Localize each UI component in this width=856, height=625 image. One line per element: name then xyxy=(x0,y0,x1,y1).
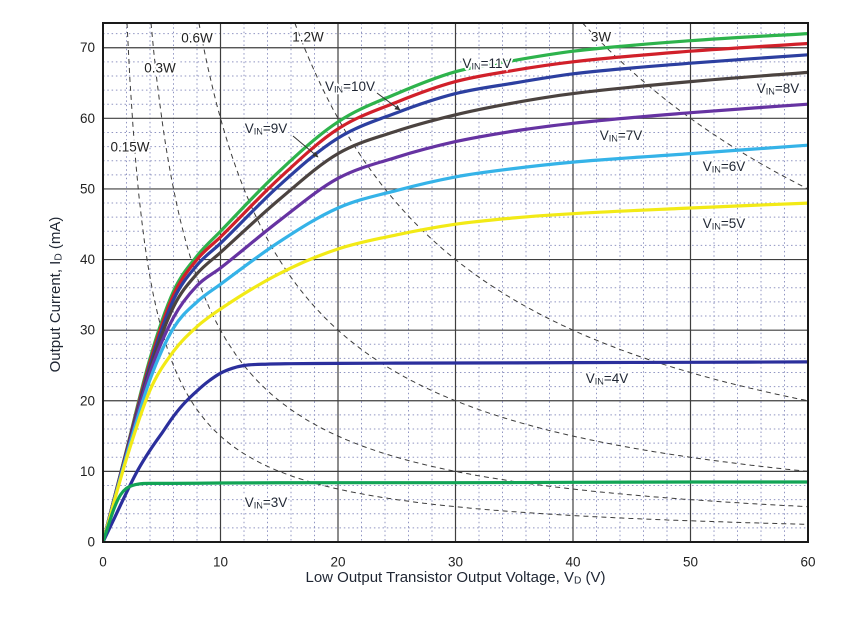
label-vin-4v: VIN=4V xyxy=(586,371,629,387)
label-vin-11v: VIN=11V xyxy=(462,56,511,72)
label-vin-5v: VIN=5V xyxy=(703,216,746,232)
label-power-0.15w: 0.15W xyxy=(110,140,149,155)
y-tick-label-10: 10 xyxy=(80,464,95,479)
label-vin-3v: VIN=3V xyxy=(245,495,288,511)
power-curve-0.3w xyxy=(150,23,808,508)
y-tick-label-50: 50 xyxy=(80,181,95,196)
label-vin-6v: VIN=6V xyxy=(703,159,746,175)
y-tick-label-60: 60 xyxy=(80,111,95,126)
label-power-0.6w: 0.6W xyxy=(181,31,213,46)
y-tick-label-30: 30 xyxy=(80,323,95,338)
label-power-0.3w: 0.3W xyxy=(144,61,176,76)
label-power-3w: 3W xyxy=(591,30,612,45)
y-tick-label-20: 20 xyxy=(80,393,95,408)
label-vin-7v: VIN=7V xyxy=(600,128,643,144)
label-vin-10v: VIN=10V xyxy=(325,79,375,95)
grid-layer xyxy=(103,23,808,542)
x-tick-label-60: 60 xyxy=(800,555,815,570)
label-arrow-vin-10v xyxy=(376,92,401,111)
x-axis-title: Low Output Transistor Output Voltage, VD… xyxy=(305,569,605,587)
power-curve-0.15w xyxy=(126,23,808,525)
curve-vin-7v xyxy=(103,102,808,542)
x-tick-label-40: 40 xyxy=(565,555,580,570)
axis-titles: Low Output Transistor Output Voltage, VD… xyxy=(47,217,606,586)
y-tick-label-0: 0 xyxy=(87,535,95,550)
power-curves-layer xyxy=(126,23,808,525)
label-vin-8v: VIN=8V xyxy=(757,81,800,97)
y-tick-label-40: 40 xyxy=(80,252,95,267)
annotations-layer: VIN=11V VIN=10V VIN=9V VIN=8V VIN=7V VIN=6V VI… xyxy=(109,28,801,513)
curve-vin-5v xyxy=(103,201,808,542)
x-tick-label-10: 10 xyxy=(213,555,228,570)
label-power-1.2w: 1.2W xyxy=(292,30,324,45)
label-vin-9v: VIN=9V xyxy=(245,121,288,137)
y-tick-label-70: 70 xyxy=(80,40,95,55)
plot-frame xyxy=(102,22,809,543)
y-axis-title: Output Current, ID (mA) xyxy=(47,217,65,373)
curve-vin-3v xyxy=(103,480,808,542)
label-arrow-vin-9v xyxy=(292,135,319,158)
x-tick-label-0: 0 xyxy=(99,555,107,570)
x-tick-label-50: 50 xyxy=(683,555,698,570)
power-curve-0.6w xyxy=(198,23,808,472)
x-tick-label-30: 30 xyxy=(448,555,463,570)
tick-labels: 0 10 20 30 40 50 60 0 10 20 30 40 50 60 70 xyxy=(80,40,816,569)
curve-vin-4v xyxy=(103,360,808,542)
x-tick-label-20: 20 xyxy=(330,555,345,570)
power-curve-1.2w xyxy=(294,23,808,402)
curve-vin-6v xyxy=(103,143,808,542)
series-layer xyxy=(103,32,808,542)
